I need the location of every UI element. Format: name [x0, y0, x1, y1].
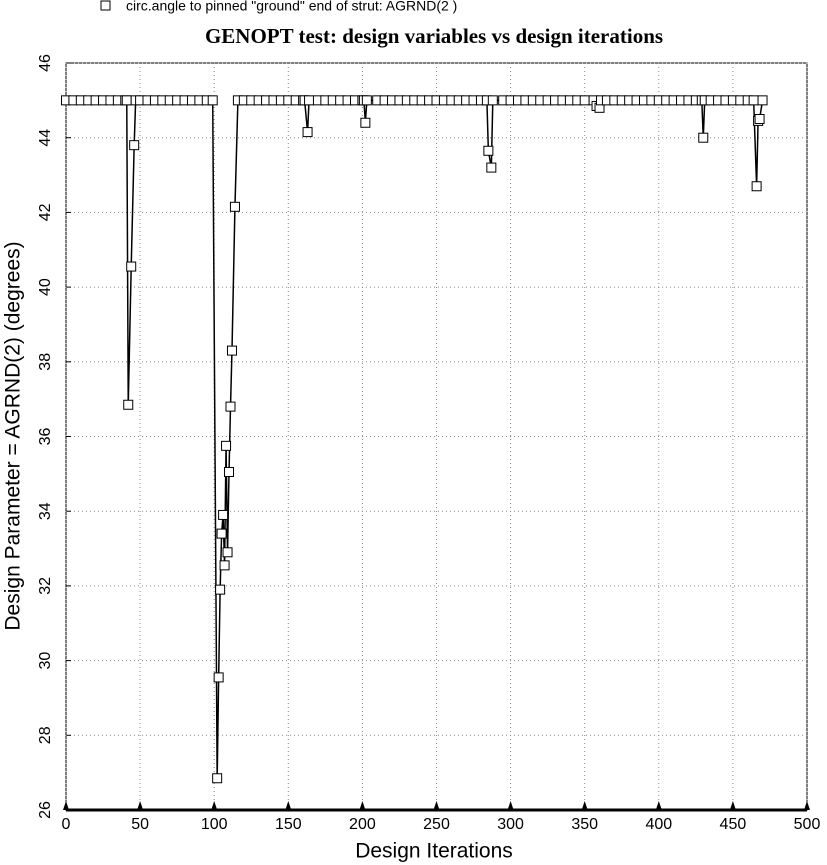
- x-tick-label: 350: [571, 816, 598, 833]
- point-marker: [216, 528, 227, 539]
- point-marker: [126, 261, 137, 272]
- x-tick: [433, 801, 440, 810]
- y-tick-label: 44: [37, 129, 54, 147]
- y-tick-label: 32: [37, 577, 54, 595]
- y-axis-label: Design Parameter = AGRND(2) (degrees): [2, 241, 25, 630]
- x-tick-label: 400: [645, 816, 672, 833]
- point-marker: [207, 95, 218, 106]
- x-tick-label: 300: [497, 816, 524, 833]
- x-tick: [804, 801, 810, 810]
- x-tick-label: 200: [349, 816, 376, 833]
- y-tick-label: 34: [37, 502, 54, 520]
- x-tick-label: 250: [423, 816, 450, 833]
- y-tick-label: 42: [37, 203, 54, 221]
- point-marker: [483, 145, 494, 156]
- x-axis-label: Design Iterations: [355, 840, 513, 863]
- point-marker: [219, 560, 230, 571]
- x-tick: [359, 801, 366, 810]
- point-marker: [222, 547, 233, 558]
- x-tick: [137, 801, 144, 810]
- x-tick: [63, 801, 69, 810]
- point-marker: [121, 95, 132, 106]
- point-marker: [304, 95, 315, 106]
- legend-label: circ.angle to pinned "ground" end of str…: [126, 0, 457, 14]
- point-marker: [221, 440, 232, 451]
- y-tick-label: 30: [37, 652, 54, 670]
- y-tick-label: 40: [37, 278, 54, 296]
- x-tick: [581, 801, 588, 810]
- series-line: [66, 99, 764, 779]
- legend-marker: [100, 0, 111, 11]
- point-marker: [757, 95, 768, 106]
- point-marker: [579, 95, 590, 106]
- point-marker: [487, 95, 498, 106]
- y-tick-label: 38: [37, 353, 54, 371]
- point-marker: [225, 401, 236, 412]
- point-marker: [129, 140, 140, 151]
- point-marker: [751, 181, 762, 192]
- y-tick-label: 28: [37, 726, 54, 744]
- x-tick-label: 0: [62, 816, 71, 833]
- x-tick-label: 450: [720, 816, 747, 833]
- point-marker: [754, 114, 765, 125]
- point-marker: [360, 117, 371, 128]
- y-tick-label: 46: [37, 54, 54, 72]
- y-tick-label: 36: [37, 428, 54, 446]
- point-marker: [213, 672, 224, 683]
- point-marker: [229, 201, 240, 212]
- x-tick-label: 50: [131, 816, 149, 833]
- point-marker: [215, 584, 226, 595]
- point-marker: [748, 95, 759, 106]
- x-tick-label: 150: [275, 816, 302, 833]
- point-marker: [486, 162, 497, 173]
- point-marker: [302, 127, 313, 138]
- x-tick: [507, 801, 514, 810]
- x-tick: [285, 801, 292, 810]
- x-tick: [211, 801, 218, 810]
- y-tick-label: 26: [37, 801, 54, 819]
- point-marker: [218, 509, 229, 520]
- point-marker: [123, 399, 134, 410]
- x-tick-label: 100: [201, 816, 228, 833]
- point-marker: [226, 345, 237, 356]
- x-tick: [655, 801, 662, 810]
- point-marker: [361, 95, 372, 106]
- x-tick-label: 500: [794, 816, 821, 833]
- point-marker: [698, 132, 709, 143]
- x-tick: [729, 801, 736, 810]
- chart-title: GENOPT test: design variables vs design …: [205, 24, 663, 48]
- point-marker: [224, 466, 235, 477]
- point-marker: [212, 773, 223, 784]
